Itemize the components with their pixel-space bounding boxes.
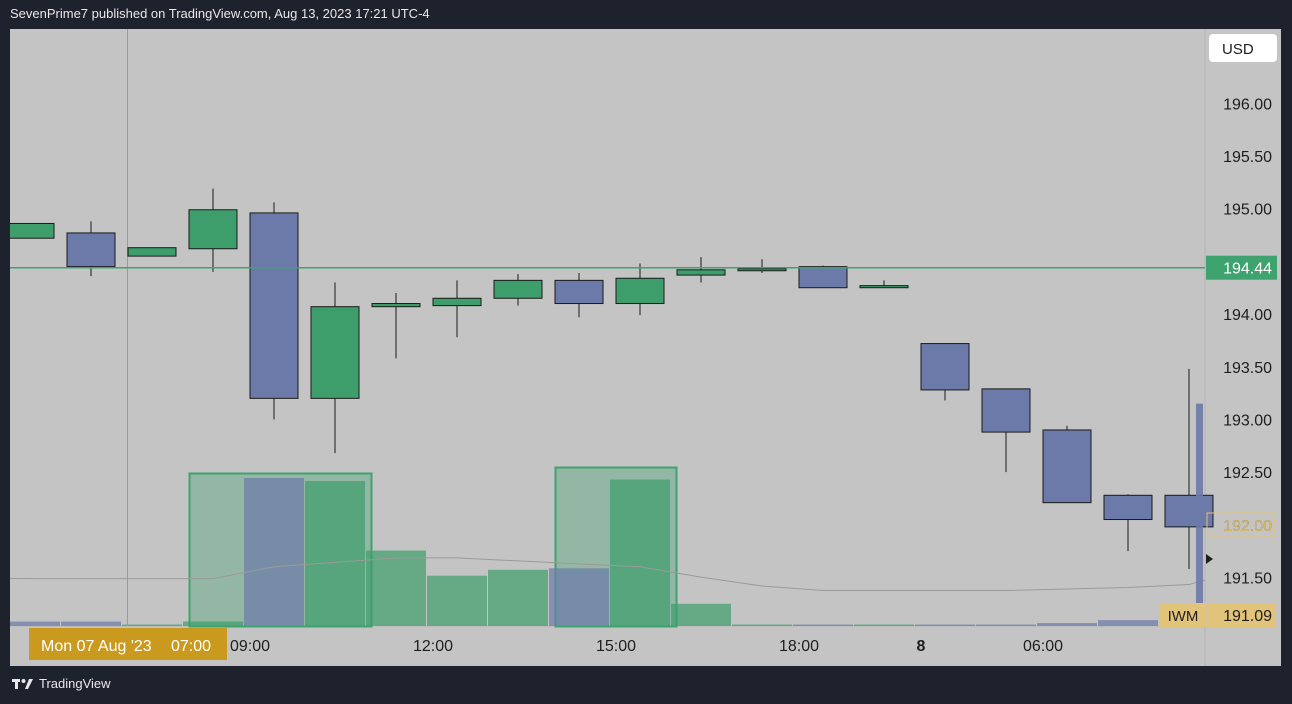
crosshair-price-badge [1206,512,1276,538]
chart-svg[interactable]: 196.00195.50195.00194.50194.00193.50193.… [10,29,1281,666]
volume-bar [1098,620,1158,626]
volume-bar [1037,623,1097,626]
time-tick-label: 8 [917,638,926,655]
last-price-badge [1206,255,1277,280]
candle-body[interactable] [859,285,909,289]
price-tick-label: 193.50 [1223,360,1272,377]
candle-body[interactable] [249,212,299,399]
crosshair-date-badge [29,628,227,660]
time-tick-label: 06:00 [1023,638,1063,655]
volume-bar [10,621,60,626]
candle-body[interactable] [66,232,116,268]
candle-body[interactable] [1103,494,1153,521]
candle-body[interactable] [981,388,1031,433]
candle-body[interactable] [554,279,604,305]
volume-bar [122,624,182,626]
crosshair-date-label: Mon 07 Aug '23 [41,638,152,655]
price-tick-label: 195.00 [1223,202,1272,219]
tradingview-logo-icon [12,678,33,689]
volume-bar [976,624,1036,626]
candle-body[interactable] [1042,429,1092,504]
publish-info: SevenPrime7 published on TradingView.com… [10,6,430,21]
volume-ma-line [10,557,1206,591]
volume-bar [854,624,914,626]
volume-bar [915,624,975,626]
candle-body[interactable] [737,268,787,272]
candle-body[interactable] [310,306,360,399]
volume-bar [244,478,304,626]
time-tick-label: 09:00 [230,638,270,655]
volume-bar [61,621,121,626]
currency-label: USD [1222,41,1254,58]
price-tick-label: 194.00 [1223,307,1272,324]
price-marker-arrow-icon [1206,554,1213,564]
candle-body[interactable] [10,222,55,239]
symbol-label: IWM [1168,608,1199,625]
volume-bar [671,603,731,626]
price-tick-label: 195.50 [1223,149,1272,166]
volume-bar [488,569,548,626]
volume-bar [427,575,487,626]
volume-bar [305,480,365,626]
volume-bar [610,479,670,626]
footer-brand: TradingView [39,676,111,691]
time-tick-label: 12:00 [413,638,453,655]
currency-badge[interactable] [1209,34,1277,62]
time-tick-label: 18:00 [779,638,819,655]
price-tick-label: 192.50 [1223,465,1272,482]
price-tick-label: 193.00 [1223,412,1272,429]
price-tick-label: 196.00 [1223,96,1272,113]
candle-body[interactable] [798,266,848,289]
candle-body[interactable] [920,343,970,391]
volume-bar [366,550,426,626]
price-tick-label: 191.50 [1223,570,1272,587]
candle-body[interactable] [676,269,726,276]
volume-bar [732,624,792,626]
price-tick-label: 192.00 [1223,518,1272,535]
chart-panel[interactable]: 196.00195.50195.00194.50194.00193.50193.… [10,29,1281,666]
candle-body[interactable] [432,297,482,307]
symbol-price-label: 191.09 [1223,608,1272,625]
symbol-badge [1159,603,1276,627]
candle-body[interactable] [127,247,177,257]
candle-body[interactable] [1164,494,1214,528]
crosshair-time-label: 07:00 [171,638,211,655]
tradingview-footer: TradingView [12,676,111,691]
crosshair-price-label: 192.00 [1223,518,1272,535]
candle-body[interactable] [615,277,665,305]
last-price-label: 194.44 [1223,261,1272,278]
candle-body[interactable] [188,209,238,250]
volume-bar [183,621,243,626]
candle-body[interactable] [493,279,543,299]
live-volume-bar [1196,403,1203,626]
candle-body[interactable] [371,303,421,308]
time-tick-label: 15:00 [596,638,636,655]
volume-bar [793,624,853,626]
volume-bar [549,568,609,626]
